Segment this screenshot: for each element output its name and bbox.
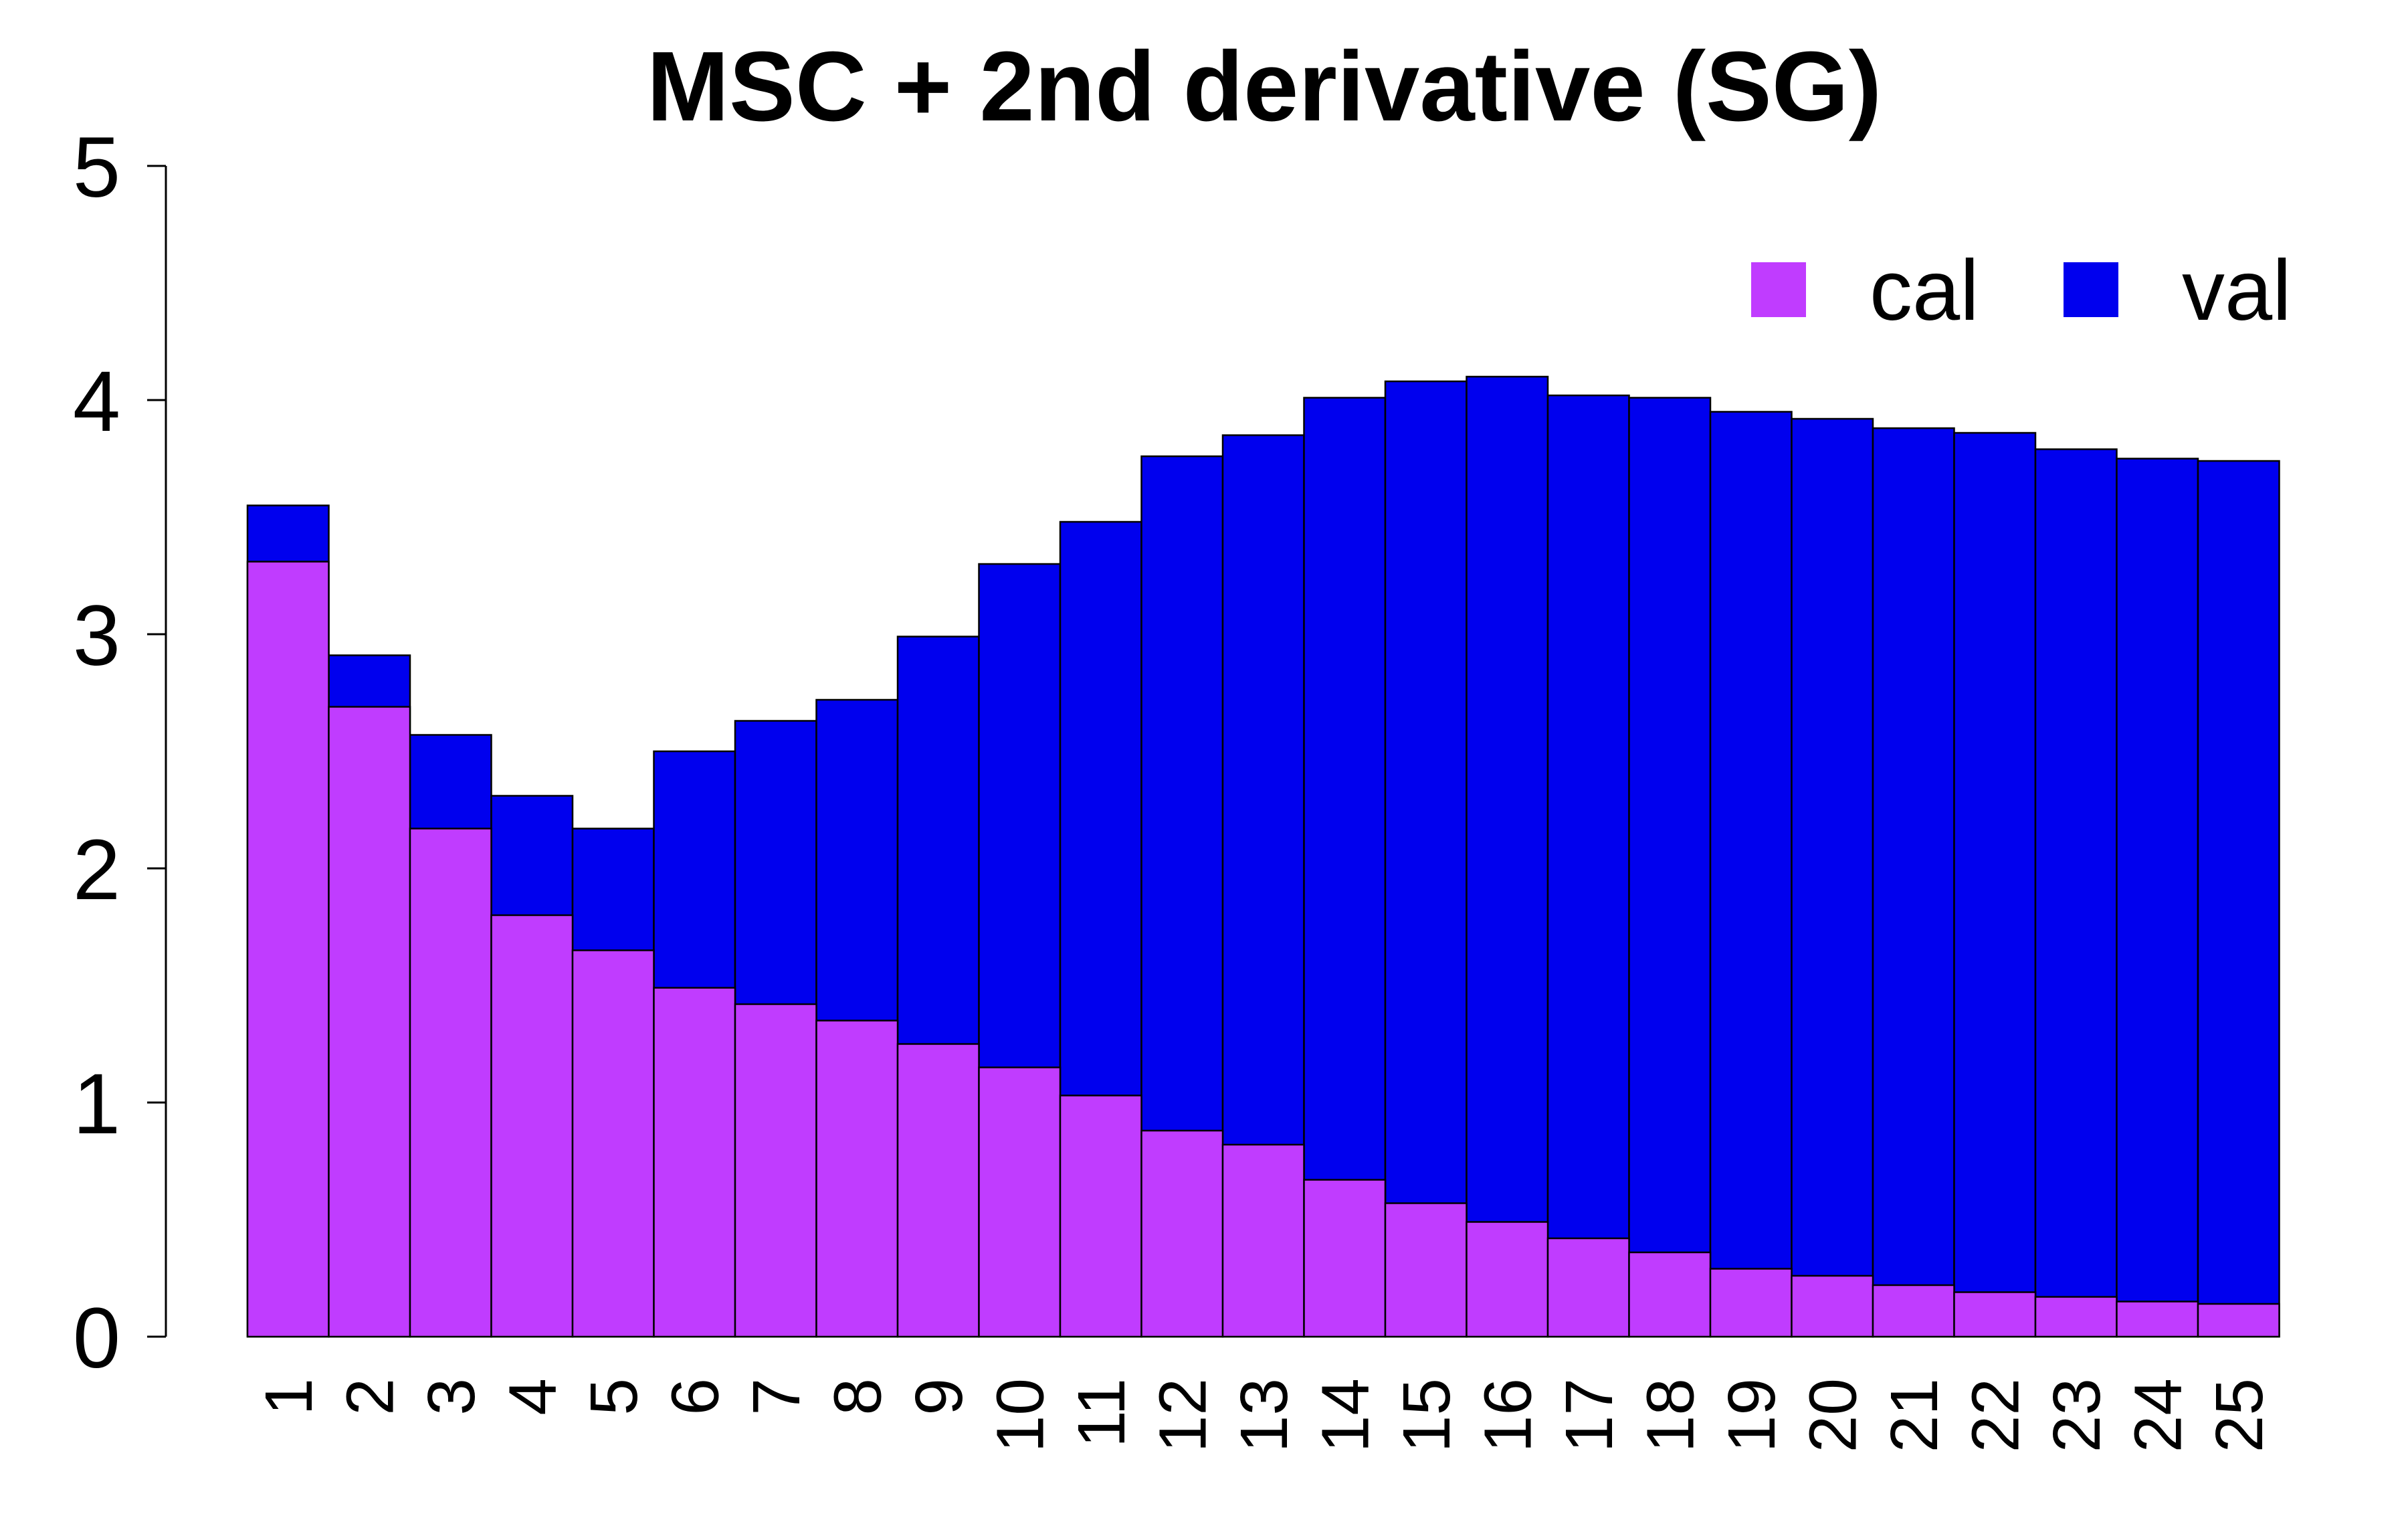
x-tick-label: 2	[332, 1378, 407, 1416]
bar-cal	[1140, 1129, 1224, 1338]
bar-cal	[734, 1003, 817, 1338]
bar-cal	[490, 914, 574, 1338]
bar-cal	[246, 561, 330, 1338]
x-tick-label: 20	[1795, 1378, 1870, 1452]
bar-cal	[2116, 1301, 2199, 1338]
x-tick-label: 8	[820, 1378, 895, 1416]
bar-cal	[1709, 1268, 1793, 1338]
y-tick-label: 5	[73, 120, 120, 215]
bar-val	[1628, 397, 1712, 1338]
x-tick-label: 14	[1308, 1378, 1383, 1452]
y-axis: 0 1 2 3 4 5	[73, 120, 167, 1386]
x-tick-label: 7	[739, 1378, 814, 1416]
x-tick-label: 18	[1633, 1378, 1708, 1452]
bar-val	[1384, 380, 1468, 1338]
bar-cal	[653, 987, 736, 1338]
chart-title: MSC + 2nd derivative (SG)	[647, 31, 1882, 142]
legend: cal val	[1751, 243, 2292, 339]
x-tick-label: 3	[414, 1378, 489, 1416]
legend-label-cal: cal	[1870, 243, 1979, 339]
y-tick-label: 0	[73, 1291, 120, 1386]
legend-label-val: val	[2182, 243, 2292, 339]
x-tick-label: 11	[1064, 1378, 1139, 1448]
x-tick-label: 4	[495, 1378, 570, 1416]
bar-val	[2034, 448, 2118, 1338]
legend-swatch-val	[2064, 262, 2118, 317]
legend-swatch-cal	[1751, 262, 1806, 317]
bar-val	[1546, 394, 1630, 1338]
bar-cal	[978, 1066, 1062, 1338]
x-tick-label: 13	[1227, 1378, 1302, 1452]
x-tick-label: 10	[983, 1378, 1058, 1452]
bar-cal	[1466, 1221, 1549, 1338]
bar-cal	[1953, 1291, 2037, 1338]
x-tick-label: 17	[1552, 1378, 1627, 1452]
x-tick-label: 15	[1389, 1378, 1464, 1452]
bar-cal	[1303, 1179, 1387, 1338]
bar-cal	[2197, 1303, 2280, 1338]
bar-val	[1709, 411, 1793, 1338]
y-tick-label: 2	[73, 822, 120, 918]
bar-cal	[409, 828, 492, 1338]
x-tick-label: 24	[2120, 1378, 2195, 1452]
x-tick-label: 6	[658, 1378, 732, 1416]
x-tick-label: 22	[1958, 1378, 2033, 1452]
y-tick-label: 1	[73, 1056, 120, 1152]
bar-val	[1466, 375, 1549, 1338]
x-tick-label: 5	[577, 1378, 651, 1416]
bar-cal	[1059, 1094, 1142, 1338]
bar-cal	[571, 949, 655, 1338]
x-tick-label: 21	[1877, 1378, 1952, 1452]
bar-cal	[1628, 1251, 1712, 1338]
y-tick-label: 3	[73, 588, 120, 684]
bar-cal	[328, 706, 411, 1338]
x-tick-label: 12	[1145, 1378, 1220, 1452]
bar-cal	[1791, 1274, 1874, 1338]
bar-val	[1872, 427, 1955, 1338]
bar-cal	[1221, 1143, 1305, 1338]
cal-bars	[246, 561, 2280, 1338]
bar-cal	[2034, 1296, 2118, 1338]
bar-cal	[1872, 1284, 1955, 1338]
x-axis-tick-labels: 1 2 3 4 5 6 7 8 9 10 11 12 13 14 15 16 17 18 19 20 21 22 23 24 2…	[252, 1378, 2277, 1452]
y-tick-label: 4	[73, 354, 120, 450]
bar-cal	[1546, 1237, 1630, 1338]
bar-val	[1953, 432, 2037, 1338]
bar-val	[2116, 458, 2199, 1338]
bar-cal	[1384, 1202, 1468, 1338]
x-tick-label: 16	[1470, 1378, 1545, 1452]
x-tick-label: 23	[2039, 1378, 2114, 1452]
x-tick-label: 25	[2202, 1378, 2277, 1452]
x-tick-label: 19	[1714, 1378, 1789, 1452]
x-tick-label: 1	[252, 1378, 326, 1416]
bar-val	[2197, 460, 2280, 1338]
bar-cal	[896, 1043, 980, 1338]
bar-cal	[815, 1020, 899, 1338]
x-tick-label: 9	[902, 1378, 977, 1416]
bar-val	[1791, 417, 1874, 1338]
